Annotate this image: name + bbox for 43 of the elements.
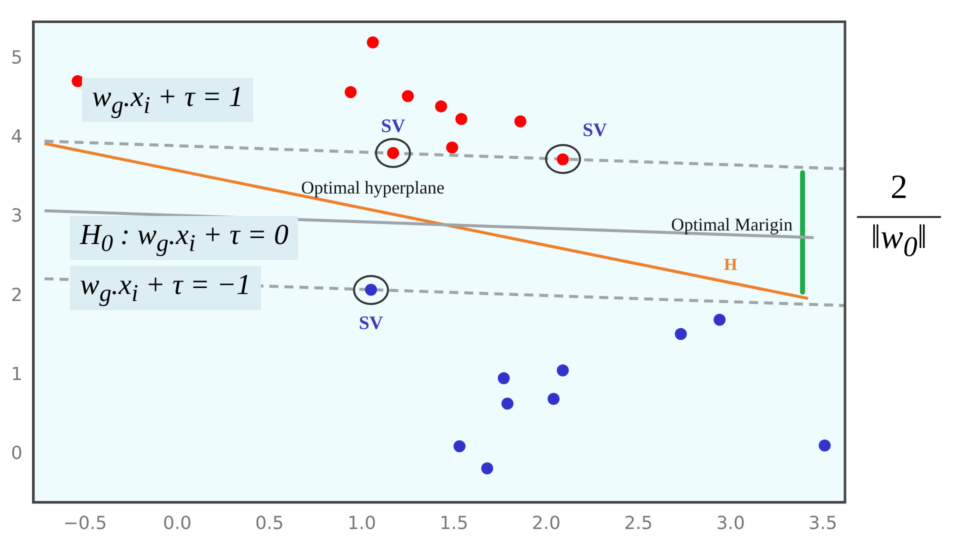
x-tick-label: 0.0 <box>162 512 192 534</box>
point <box>498 372 510 384</box>
point <box>481 462 494 474</box>
point <box>548 392 560 405</box>
point <box>556 364 569 376</box>
x-tick-label: 3.0 <box>716 512 745 534</box>
y-tick-label: 0 <box>11 442 22 464</box>
point <box>344 86 357 98</box>
annotation: H$_{0}$ : w$_{g}$.x$_{i}$ + τ = 0 <box>70 216 298 260</box>
point <box>446 141 458 154</box>
point <box>674 328 687 340</box>
point <box>454 440 466 452</box>
x-tick-label: 3.5 <box>808 512 838 534</box>
text: ‖w$_{0}$‖ <box>857 216 941 264</box>
y-tick-label: 1 <box>11 364 22 385</box>
point <box>501 398 514 410</box>
annotation: w$_{g}$.x$_{i}$ + τ = 1 <box>82 78 254 122</box>
annotation: Optimal Marigin <box>671 214 793 236</box>
annotation: w$_{g}$.x$_{i}$ + τ = −1 <box>70 266 261 310</box>
point <box>366 36 379 48</box>
x-tick-label: 1.0 <box>347 512 376 534</box>
x-tick-label: −0.5 <box>63 512 107 534</box>
x-tick-label: 1.5 <box>440 512 468 534</box>
annotation: H <box>724 254 738 275</box>
point <box>435 100 448 112</box>
x-tick-label: 0.5 <box>255 512 284 534</box>
point <box>818 439 831 452</box>
annotation: SV <box>582 120 607 142</box>
annotation: SV <box>358 312 384 335</box>
text: 2 <box>890 168 908 208</box>
y-tick-label: 5 <box>11 48 22 69</box>
point <box>72 75 84 88</box>
y-tick-label: 4 <box>11 126 22 148</box>
annotation: Optimal hyperplane <box>301 177 445 198</box>
point <box>514 115 526 128</box>
annotation: SV <box>380 116 406 138</box>
point <box>455 113 468 126</box>
x-tick-label: 2.5 <box>624 512 653 534</box>
y-tick-label: 3 <box>11 206 22 227</box>
point <box>402 90 414 102</box>
x-tick-label: 2.0 <box>532 512 561 534</box>
y-tick-label: 2 <box>11 284 22 306</box>
point <box>714 314 726 326</box>
